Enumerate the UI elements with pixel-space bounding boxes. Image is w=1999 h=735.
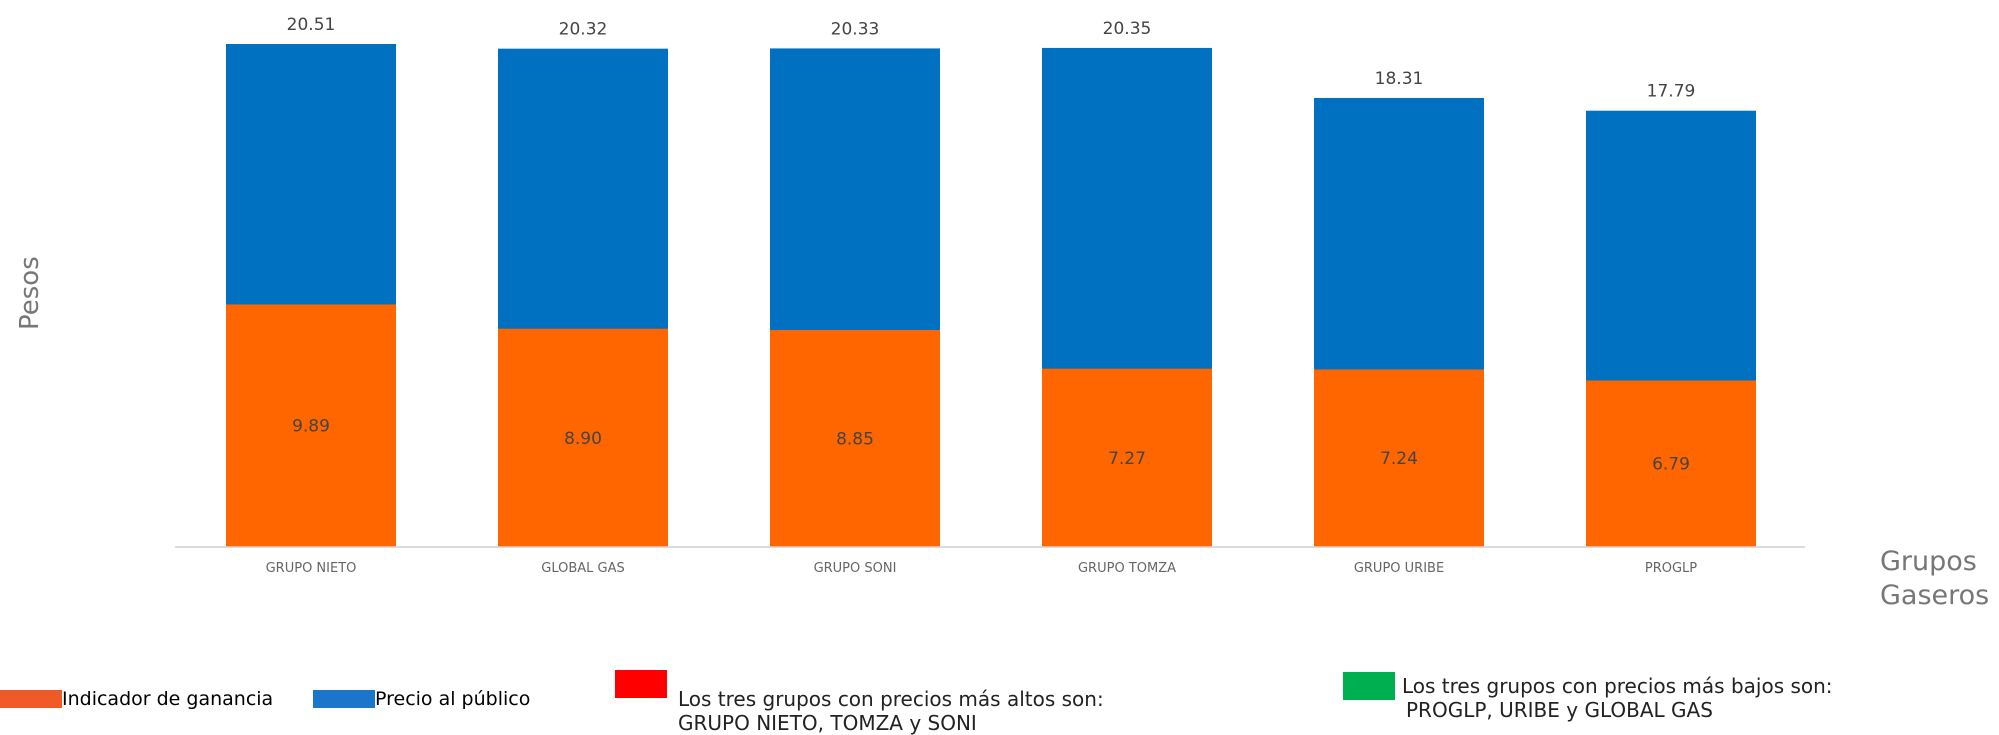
x-tick-label: PROGLP <box>1645 561 1697 576</box>
note-low-line-2: PROGLP, URIBE y GLOBAL GAS <box>1406 698 1713 722</box>
x-tick-label: GRUPO SONI <box>814 561 897 576</box>
data-label-precio: 20.51 <box>287 15 336 35</box>
x-tick-label: GRUPO URIBE <box>1354 561 1444 576</box>
bar-ganancia <box>1586 380 1756 547</box>
x-tick-label: GRUPO NIETO <box>266 561 357 576</box>
legend-swatch-ganancia <box>0 690 62 708</box>
legend-item-precio: Precio al público <box>313 688 530 710</box>
x-axis-label-line-1: Grupos <box>1880 546 1977 577</box>
data-label-precio: 20.35 <box>1103 19 1152 39</box>
bar-ganancia <box>498 328 668 547</box>
note-highest-prices: Los tres grupos con precios más altos so… <box>615 670 1175 735</box>
note-high-line-1: Los tres grupos con precios más altos so… <box>678 687 1104 711</box>
bar-ganancia <box>1042 368 1212 547</box>
legend-item-ganancia: Indicador de ganancia <box>0 688 273 710</box>
data-label-precio: 18.31 <box>1375 69 1424 89</box>
data-label-precio: 20.33 <box>831 19 880 39</box>
legend-label-ganancia: Indicador de ganancia <box>62 688 274 710</box>
x-axis-label: Grupos Gaseros <box>1880 545 1999 613</box>
data-label-ganancia: 8.90 <box>564 429 602 449</box>
labels-layer: 20.51 9.89 GRUPO NIETO 20.32 8.90 GLOBAL GAS 2… <box>266 15 1698 576</box>
data-label-ganancia: 7.24 <box>1380 449 1418 469</box>
data-label-precio: 20.32 <box>559 20 608 40</box>
y-axis-label: Pesos <box>15 256 45 330</box>
bar-ganancia <box>1314 369 1484 547</box>
data-label-precio: 17.79 <box>1647 82 1696 102</box>
bars-layer <box>226 44 1756 548</box>
data-label-ganancia: 7.27 <box>1108 449 1146 469</box>
note-low-line-1: Los tres grupos con precios más bajos so… <box>1402 674 1833 698</box>
data-label-ganancia: 9.89 <box>292 417 330 437</box>
bar-ganancia <box>226 304 396 547</box>
data-label-ganancia: 8.85 <box>836 429 874 449</box>
x-axis-label-line-2: Gaseros <box>1880 580 1990 611</box>
note-high-swatch <box>615 670 667 698</box>
note-low-swatch <box>1343 672 1395 700</box>
legend-swatch-precio <box>313 690 375 708</box>
bar-ganancia <box>770 329 940 547</box>
note-high-line-2: GRUPO NIETO, TOMZA y SONI <box>678 711 977 735</box>
x-tick-label: GRUPO TOMZA <box>1078 561 1176 576</box>
data-label-ganancia: 6.79 <box>1652 455 1690 475</box>
legend-label-precio: Precio al público <box>375 688 531 710</box>
note-lowest-prices: Los tres grupos con precios más bajos so… <box>1343 672 1903 722</box>
x-tick-label: GLOBAL GAS <box>541 561 625 576</box>
